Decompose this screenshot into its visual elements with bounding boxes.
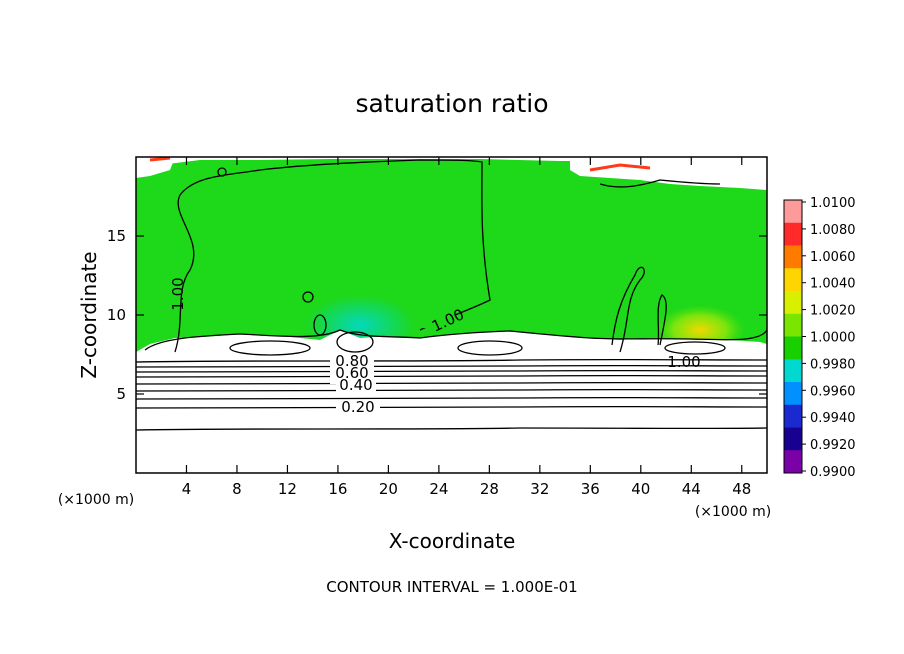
cloud-cell-contour-b [457,340,523,356]
cloud-cell-contour-e [313,314,327,336]
cloud-band [136,330,767,360]
contour-label-0-20: 0.20 [341,398,374,416]
colorbar-swatch [784,245,802,269]
x-unit-right: (×1000 m) [695,504,771,520]
x-tick-label: 24 [429,480,448,498]
x-tick-label: 8 [232,480,242,498]
contour-interval-note: CONTOUR INTERVAL = 1.000E-01 [326,578,577,596]
contour-0-50 [136,381,767,385]
contour-label-0-40: 0.40 [339,376,372,394]
colorbar-swatch [784,404,802,428]
x-axis-label: X-coordinate [389,529,516,553]
x-tick-label: 16 [328,480,347,498]
contour-0-90 [136,358,767,363]
contour-label-0-60: 0.60 [335,364,368,382]
colorbar-swatch [784,382,802,406]
colorbar-label: 1.0020 [810,304,856,319]
x-tick-label: 20 [379,480,398,498]
contour-label-bg-0 [330,357,374,371]
y-tick-label: 10 [107,306,126,324]
colorbar-swatch [784,450,802,474]
colorbar: 1.0100 1.0080 1.0060 1.0040 1.0020 1.0000 0.99… [783,196,856,480]
contour-1-00-left [174,159,491,353]
x-tick-label: 40 [631,480,650,498]
contour-0-70 [136,369,767,373]
cloud-cell-contour-c [664,341,726,355]
colorbar-swatch [784,427,802,451]
x-tick-label: 44 [682,480,701,498]
contour-label-0-80: 0.80 [335,352,368,370]
colorbar-label: 0.9980 [810,357,856,372]
contour-0-80 [136,364,767,368]
plot-area [136,157,767,473]
contour-1-00-right [611,266,645,353]
contour-label-1-00-left: 1.00 [169,277,187,310]
red-edge-top-left [149,157,171,162]
contour-0-40 [136,388,767,392]
x-tick-label: 48 [732,480,751,498]
upper-left-saturated-region [136,157,175,178]
contour-0-10 [136,427,767,431]
cloud-cell-contour-d [336,331,374,353]
colorbar-label: 1.0060 [810,250,856,265]
x-tick-label: 36 [581,480,600,498]
colorbar-label: 1.0040 [810,277,856,292]
x-tick-label: 32 [530,480,549,498]
contour-labels [330,310,456,414]
x-tick-label: 4 [182,480,192,498]
colorbar-label: 1.0080 [810,223,856,238]
colorbar-swatch [784,359,802,383]
contour-0-20 [136,405,767,409]
colorbar-swatch [784,336,802,360]
y-tick-label: 5 [116,385,126,403]
colorbar-swatch [784,268,802,292]
x-tick-label: 28 [480,480,499,498]
colorbar-swatch [784,313,802,337]
contour-label-bg-3 [336,400,380,414]
colorbar-swatch [784,291,802,315]
contour-label-1-00-right: 1.00 [667,353,700,371]
contour-lines [136,159,767,431]
contour-label-bg-2 [336,380,376,394]
upper-saturated-region [570,159,767,190]
chart-title: saturation ratio [355,89,548,118]
y-tick-label: 15 [107,227,126,245]
x-unit-left: (×1000 m) [58,492,134,508]
upper-right-contour [599,179,721,188]
cloud-cell-contour-a [229,340,311,356]
contour-cloud-outline [144,329,767,351]
supersaturated-field [136,159,767,356]
colorbar-label: 0.9960 [810,384,856,399]
colorbar-label: 1.0100 [810,196,856,211]
contour-0-60 [136,374,767,378]
colorbar-label: 1.0000 [810,331,856,346]
colorbar-swatch [784,200,802,224]
colorbar-swatch [784,222,802,246]
x-axis-ticks: 4 8 12 16 20 24 28 32 36 40 44 48 [182,157,751,498]
colorbar-label: 0.9940 [810,411,856,426]
x-tick-label: 12 [278,480,297,498]
cloud-cell-contour-f [302,291,314,303]
contour-1-00-far-right [657,294,667,346]
red-edge-top-right [589,163,651,172]
y-axis-ticks: 5 10 15 [107,227,767,403]
upper-left-small-contour [217,167,227,177]
y-axis-label: Z-coordinate [77,251,101,378]
contour-label-bg-top [416,310,456,328]
colorbar-label: 0.9900 [810,465,856,480]
contour-0-30 [136,396,767,400]
colorbar-label: 0.9920 [810,438,856,453]
